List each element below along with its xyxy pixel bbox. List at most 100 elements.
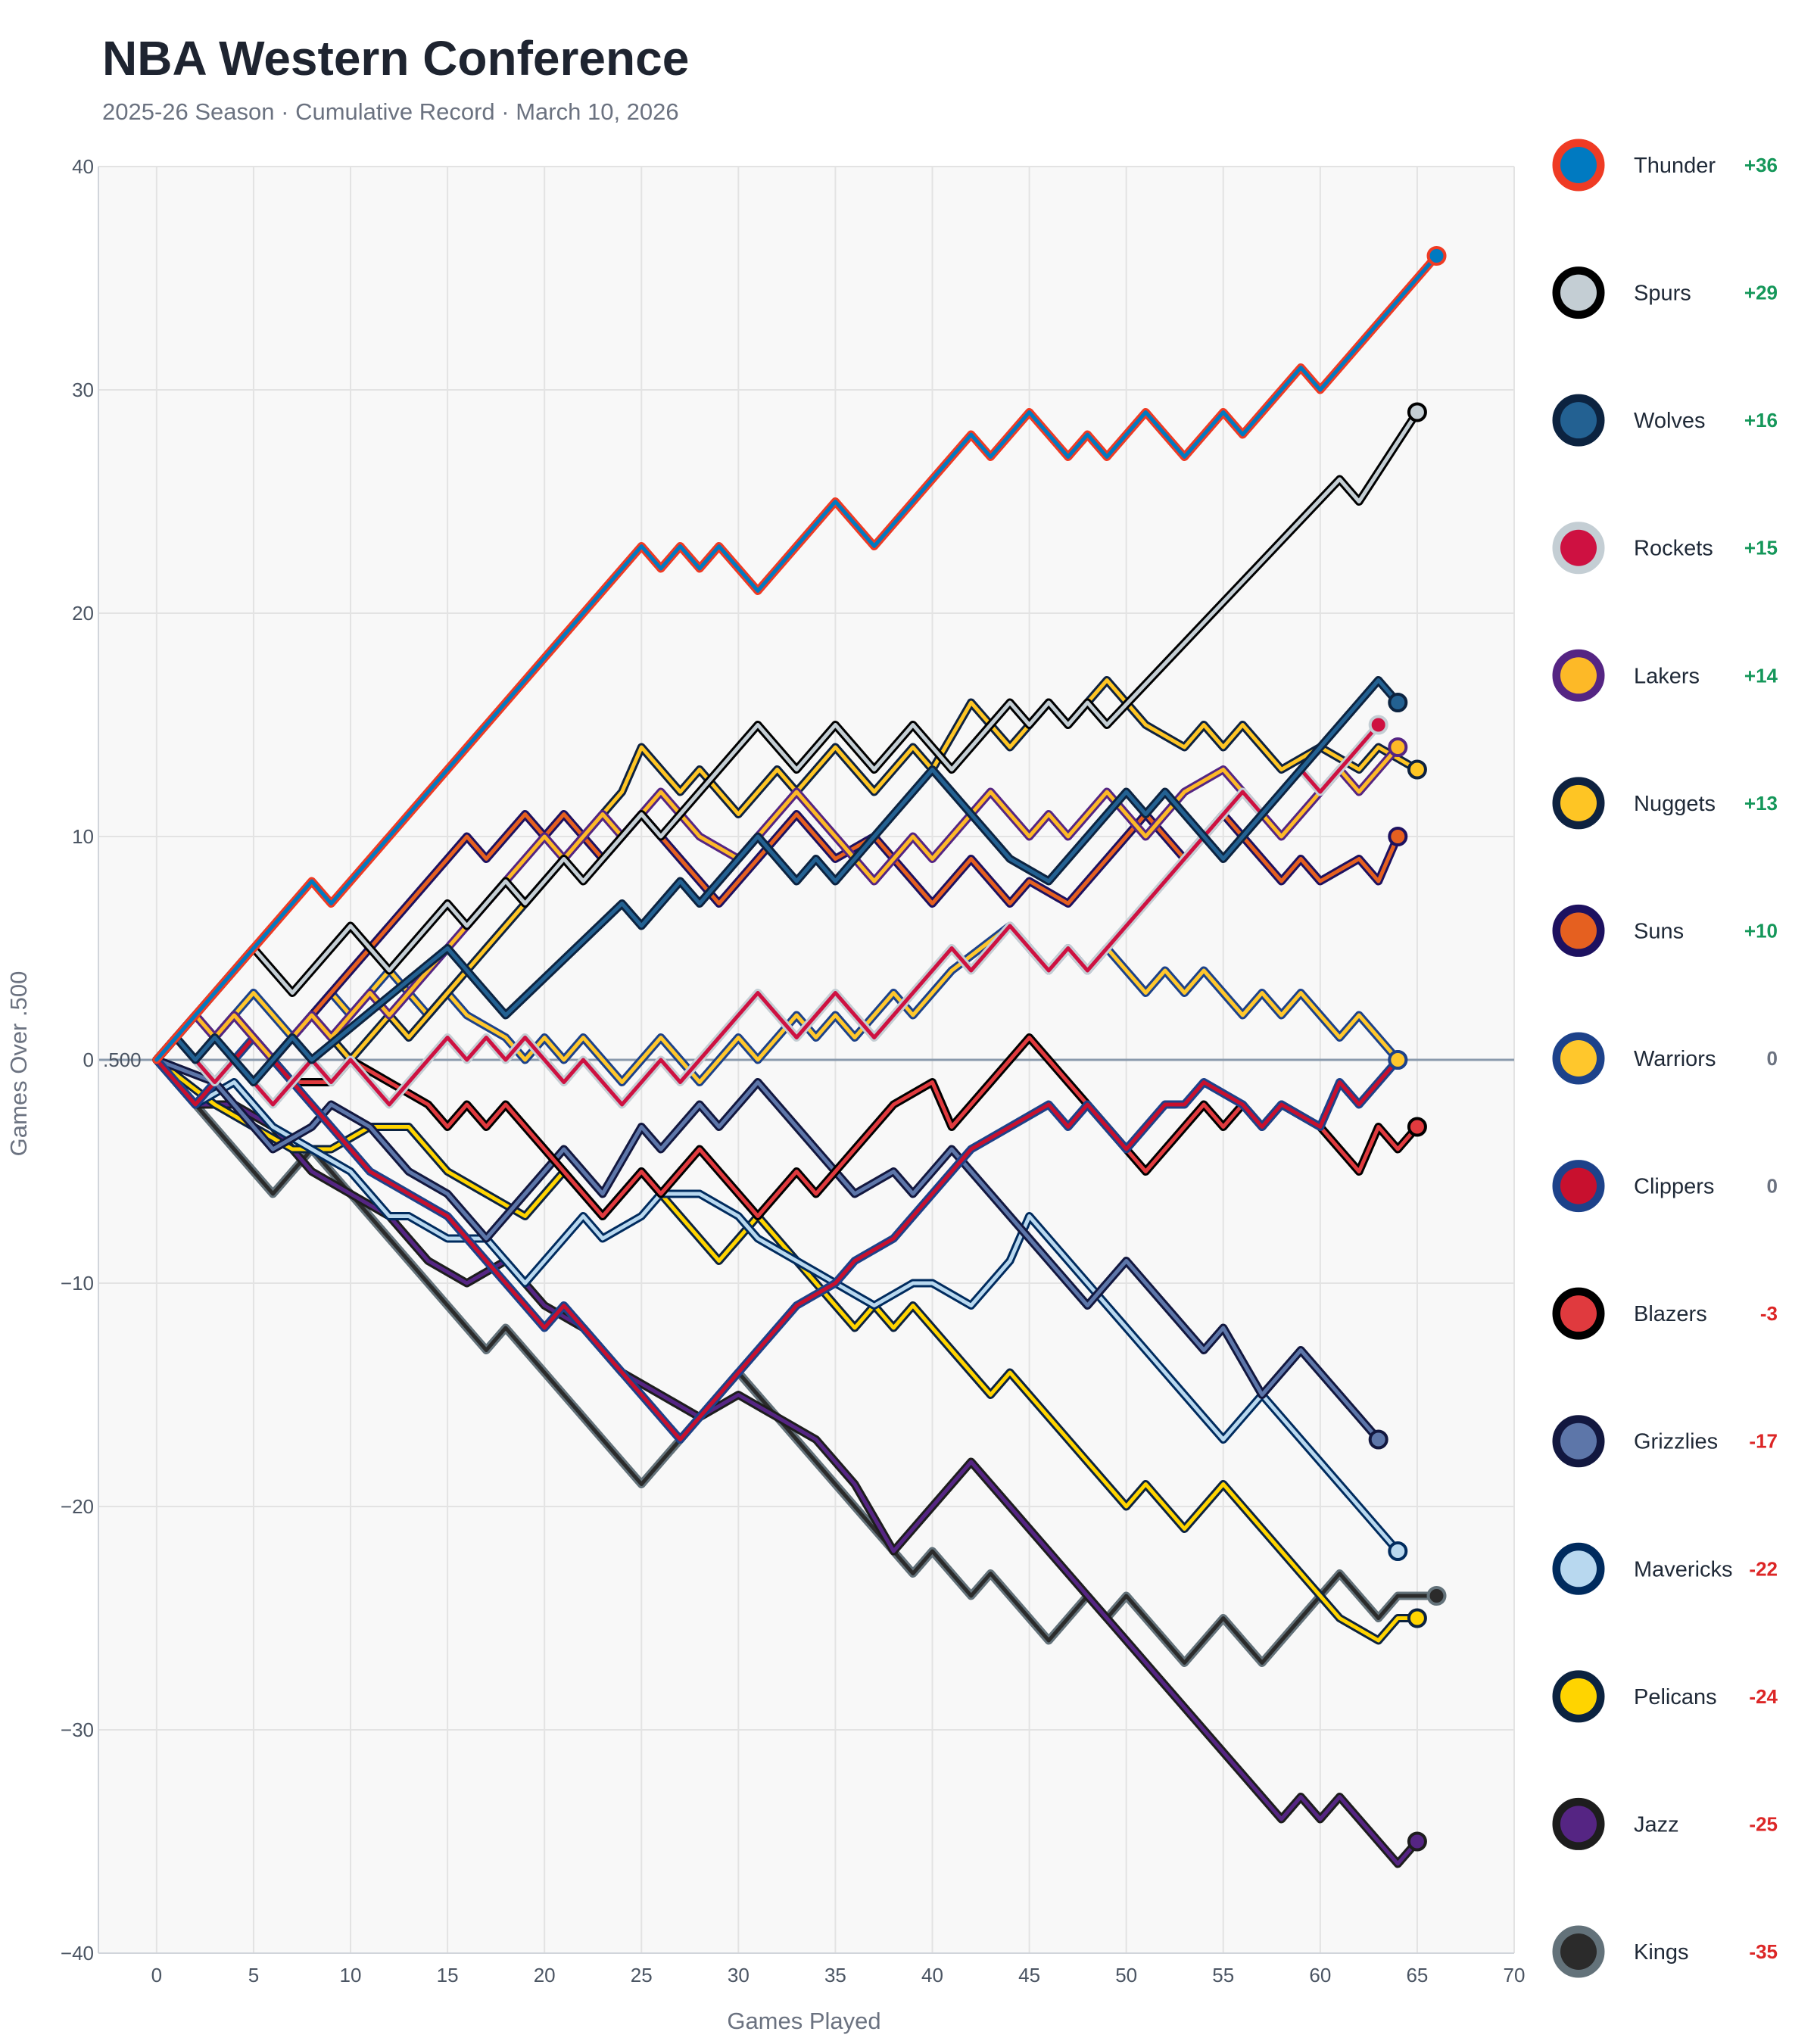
chart-subtitle: 2025-26 Season · Cumulative Record · Mar… (102, 98, 679, 125)
legend: Thunder +36 Spurs +29 Wolves +16 Rockets +15 Lak… (1550, 136, 1778, 1980)
legend-team-value: -25 (1749, 1812, 1778, 1835)
x-tick-label: 35 (824, 1964, 846, 1986)
team-logo-icon-inner (1560, 529, 1597, 566)
x-tick-label: 65 (1406, 1964, 1428, 1986)
end-marker-blazers (1407, 1117, 1427, 1137)
y-tick-label: 40 (72, 155, 94, 178)
legend-item-thunder: Thunder +36 (1550, 136, 1778, 194)
end-marker-kings (1426, 1586, 1447, 1606)
x-tick-label: 15 (437, 1964, 459, 1986)
end-marker-grizzlies (1368, 1429, 1388, 1450)
y-tick-label: −20 (61, 1495, 94, 1518)
legend-team-value: +36 (1744, 154, 1778, 176)
legend-item-wolves: Wolves +16 (1550, 391, 1778, 449)
series-line (154, 678, 1400, 1084)
legend-team-value: +29 (1744, 282, 1778, 304)
legend-team-name: Suns (1634, 919, 1684, 943)
legend-team-name: Spurs (1634, 282, 1691, 306)
x-axis-label: Games Played (727, 2008, 880, 2034)
legend-team-name: Nuggets (1634, 792, 1716, 816)
y-tick-label: 0 (83, 1048, 94, 1071)
series-kings (152, 1055, 1441, 1667)
end-marker-lakers (1388, 737, 1408, 757)
end-marker-jazz (1407, 1831, 1427, 1852)
series-grizzlies (152, 1055, 1383, 1444)
legend-team-name: Kings (1634, 1940, 1689, 1965)
series-line (154, 678, 1420, 1062)
series-rockets (152, 721, 1383, 1109)
legend-team-value: 0 (1767, 1047, 1778, 1070)
legend-team-name: Blazers (1634, 1302, 1707, 1326)
end-marker-thunder (1426, 246, 1447, 266)
x-tick-label: 45 (1018, 1964, 1040, 1986)
team-logo-icon-inner (1560, 1040, 1597, 1077)
legend-item-rockets: Rockets +15 (1550, 519, 1778, 577)
legend-team-name: Jazz (1634, 1812, 1679, 1837)
team-logo-icon-inner (1560, 1933, 1597, 1970)
legend-team-name: Lakers (1634, 664, 1700, 688)
x-tick-label: 30 (728, 1964, 750, 1986)
legend-team-name: Clippers (1634, 1175, 1714, 1199)
legend-team-value: +16 (1744, 409, 1778, 432)
y-tick-label: 30 (72, 379, 94, 401)
legend-team-value: +15 (1744, 537, 1778, 559)
x-tick-label: 60 (1309, 1964, 1331, 1986)
legend-team-value: -35 (1749, 1940, 1778, 1963)
y-axis-label: Games Over .500 (5, 971, 32, 1157)
series-line (154, 1058, 1400, 1553)
legend-item-nuggets: Nuggets +13 (1550, 774, 1778, 832)
legend-item-grizzlies: Grizzlies -17 (1550, 1413, 1778, 1470)
series-mavericks (152, 1055, 1402, 1556)
team-logo-icon-inner (1560, 1422, 1597, 1460)
team-logo-icon-inner (1560, 1806, 1597, 1843)
legend-team-value: -22 (1749, 1557, 1778, 1580)
x-tick-label: 55 (1212, 1964, 1234, 1986)
series-line (154, 723, 1381, 1107)
legend-team-name: Grizzlies (1634, 1430, 1718, 1454)
end-marker-nuggets (1407, 759, 1427, 780)
series-line (154, 254, 1438, 1062)
team-logo-icon-inner (1560, 784, 1597, 821)
legend-item-blazers: Blazers -3 (1550, 1285, 1778, 1342)
team-logo-icon-inner (1560, 1167, 1597, 1204)
legend-item-suns: Suns +10 (1550, 902, 1778, 959)
legend-item-lakers: Lakers +14 (1550, 647, 1778, 704)
legend-item-pelicans: Pelicans -24 (1550, 1668, 1778, 1725)
series-clippers (152, 1033, 1402, 1444)
end-marker-suns (1388, 827, 1408, 846)
legend-team-value: +13 (1744, 792, 1778, 815)
legend-team-value: 0 (1767, 1175, 1778, 1198)
series-lines (152, 251, 1441, 1868)
x-tick-label: 40 (921, 1964, 943, 1986)
legend-item-jazz: Jazz -25 (1550, 1795, 1778, 1852)
series-line (154, 1036, 1400, 1441)
legend-item-clippers: Clippers 0 (1550, 1158, 1778, 1215)
x-tick-label: 0 (151, 1964, 162, 1986)
series-pelicans (152, 1055, 1422, 1645)
legend-team-value: -3 (1760, 1302, 1778, 1325)
legend-team-name: Warriors (1634, 1047, 1716, 1071)
y-tick-label: 20 (72, 602, 94, 625)
x-tick-label: 25 (631, 1964, 653, 1986)
team-logo-icon-inner (1560, 912, 1597, 949)
series-line (154, 1058, 1381, 1441)
end-marker-spurs (1407, 402, 1427, 422)
team-logo-icon-inner (1560, 1550, 1597, 1588)
series-wolves (152, 676, 1402, 1086)
end-markers (1368, 246, 1447, 1852)
team-logo-icon-inner (1560, 147, 1597, 183)
legend-item-warriors: Warriors 0 (1550, 1030, 1778, 1087)
legend-team-value: +14 (1744, 664, 1778, 687)
end-marker-mavericks (1388, 1541, 1408, 1561)
series-line (154, 1058, 1438, 1665)
team-logo-icon-inner (1560, 657, 1597, 694)
x-tick-label: 20 (534, 1964, 556, 1986)
legend-team-name: Rockets (1634, 537, 1713, 561)
legend-item-mavericks: Mavericks -22 (1550, 1540, 1778, 1597)
series-line (154, 812, 1400, 1084)
reference-line-group: .500 (98, 1048, 1514, 1071)
x-tick-label: 5 (248, 1964, 259, 1986)
y-tick-label: −10 (61, 1272, 94, 1295)
x-tick-label: 10 (340, 1964, 362, 1986)
